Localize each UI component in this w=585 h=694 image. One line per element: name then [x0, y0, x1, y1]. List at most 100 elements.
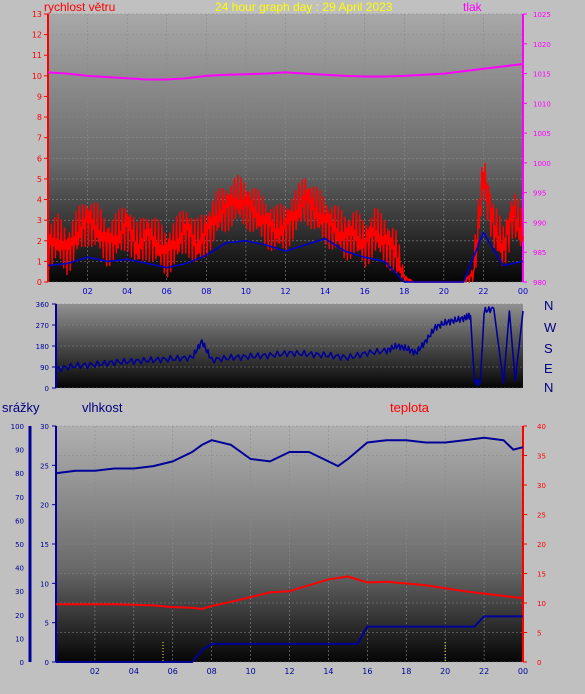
wind-x-tick-label: 14	[320, 287, 330, 296]
bottom-x-tick-label: 16	[362, 667, 372, 676]
wind-left-tick-label: 6	[37, 154, 42, 163]
humidity-tick-label: 70	[15, 494, 24, 502]
wind-left-tick-label: 7	[37, 134, 42, 143]
wind-speed-label: rychlost větru	[44, 0, 115, 14]
wind-x-tick-label: 12	[280, 287, 290, 296]
wind-average-line	[47, 231, 524, 283]
humidity-tick-label: 10	[15, 635, 24, 643]
wind-direction-line	[55, 306, 524, 387]
rain-label: srážky	[2, 400, 40, 415]
humidity-tick-label: 30	[15, 588, 24, 596]
bottom-x-tick-label: 10	[245, 667, 255, 676]
bottom-x-tick-label: 18	[401, 667, 411, 676]
wind-x-tick-label: 18	[399, 287, 409, 296]
bottom-x-tick-label: 02	[90, 667, 100, 676]
bottom-x-tick-label: 14	[323, 667, 333, 676]
wind-left-tick-label: 10	[32, 72, 42, 81]
wind-x-tick-label: 06	[162, 287, 172, 296]
temp-tick-label: 25	[537, 512, 546, 520]
temp-tick-label: 0	[537, 659, 541, 667]
rain-tick-label: 15	[40, 541, 49, 549]
bottom-x-tick-label: 04	[129, 667, 139, 676]
direction-label-n-bottom: N	[544, 380, 553, 395]
direction-label-s: S	[544, 341, 553, 356]
rain-line	[56, 615, 523, 663]
pressure-tick-label: 1000	[533, 160, 551, 168]
humidity-tick-label: 40	[15, 565, 24, 573]
bottom-x-tick-label: 22	[479, 667, 489, 676]
temp-tick-label: 40	[537, 423, 546, 431]
wind-x-tick-label: 00	[518, 287, 528, 296]
bottom-x-tick-label: 08	[207, 667, 217, 676]
temp-tick-label: 5	[537, 630, 541, 638]
pressure-tick-label: 995	[533, 190, 546, 198]
direction-label-w: W	[544, 320, 557, 335]
humidity-line	[55, 436, 524, 475]
axes	[28, 13, 527, 663]
pressure-tick-label: 1025	[533, 11, 551, 19]
rain-tick-label: 30	[40, 423, 49, 431]
wind-left-tick-label: 4	[37, 196, 42, 205]
humidity-tick-label: 50	[15, 541, 24, 549]
humidity-tick-label: 80	[15, 470, 24, 478]
pressure-tick-label: 1015	[533, 71, 551, 79]
wind-x-tick-label: 20	[439, 287, 449, 296]
temp-tick-label: 10	[537, 600, 546, 608]
wind-left-tick-label: 1	[37, 257, 42, 266]
rain-tick-label: 20	[40, 502, 49, 510]
pressure-tick-label: 985	[533, 249, 546, 257]
pressure-tick-label: 990	[533, 219, 546, 227]
humidity-label: vlhkost	[82, 400, 123, 415]
wind-x-tick-label: 08	[201, 287, 211, 296]
temp-tick-label: 20	[537, 541, 546, 549]
humidity-tick-label: 0	[20, 659, 24, 667]
temperature-line	[56, 575, 524, 610]
rain-tick-label: 5	[45, 620, 49, 628]
pressure-tick-label: 1005	[533, 130, 551, 138]
wind-left-tick-label: 9	[37, 92, 42, 101]
wind-left-tick-label: 0	[37, 278, 42, 287]
bottom-x-tick-label: 06	[168, 667, 178, 676]
direction-tick-label: 0	[45, 385, 49, 393]
direction-label-n-top: N	[544, 298, 553, 313]
wind-left-tick-label: 2	[37, 237, 42, 246]
humidity-tick-label: 20	[15, 612, 24, 620]
bottom-x-tick-label: 12	[284, 667, 294, 676]
wind-x-tick-label: 02	[82, 287, 92, 296]
wind-x-tick-label: 16	[360, 287, 370, 296]
wind-left-tick-label: 11	[32, 51, 42, 60]
wind-left-tick-label: 5	[37, 175, 42, 184]
humidity-tick-label: 60	[15, 517, 24, 525]
pressure-tick-label: 1020	[533, 41, 551, 49]
humidity-tick-label: 100	[11, 423, 24, 431]
wind-left-tick-label: 8	[37, 113, 42, 122]
wind-x-tick-label: 22	[478, 287, 488, 296]
humidity-tick-label: 90	[15, 447, 24, 455]
temperature-label: teplota	[390, 400, 430, 415]
direction-tick-label: 270	[36, 322, 49, 330]
temp-tick-label: 35	[537, 453, 546, 461]
data-series	[47, 63, 524, 663]
tick-labels: 0123456789101112139809859909951000100510…	[11, 10, 551, 676]
wind-x-tick-label: 10	[241, 287, 251, 296]
rain-tick-label: 10	[40, 580, 49, 588]
pressure-line	[47, 63, 524, 81]
graph-title: 24 hour graph day : 29 April 2023	[215, 0, 393, 14]
wind-left-tick-label: 3	[37, 216, 42, 225]
temp-tick-label: 15	[537, 571, 546, 579]
pressure-tick-label: 1010	[533, 100, 551, 108]
direction-tick-label: 360	[36, 301, 49, 309]
rain-tick-label: 0	[45, 659, 49, 667]
direction-tick-label: 90	[40, 364, 49, 372]
rain-tick-label: 25	[40, 462, 49, 470]
wind-left-tick-label: 13	[32, 10, 42, 19]
wind-x-tick-label: 04	[122, 287, 132, 296]
bottom-x-tick-label: 00	[518, 667, 528, 676]
pressure-tick-label: 980	[533, 279, 546, 287]
wind-left-tick-label: 12	[32, 31, 42, 40]
direction-label-e: E	[544, 361, 553, 376]
direction-tick-label: 180	[36, 343, 49, 351]
bottom-x-tick-label: 20	[440, 667, 450, 676]
temp-tick-label: 30	[537, 482, 546, 490]
